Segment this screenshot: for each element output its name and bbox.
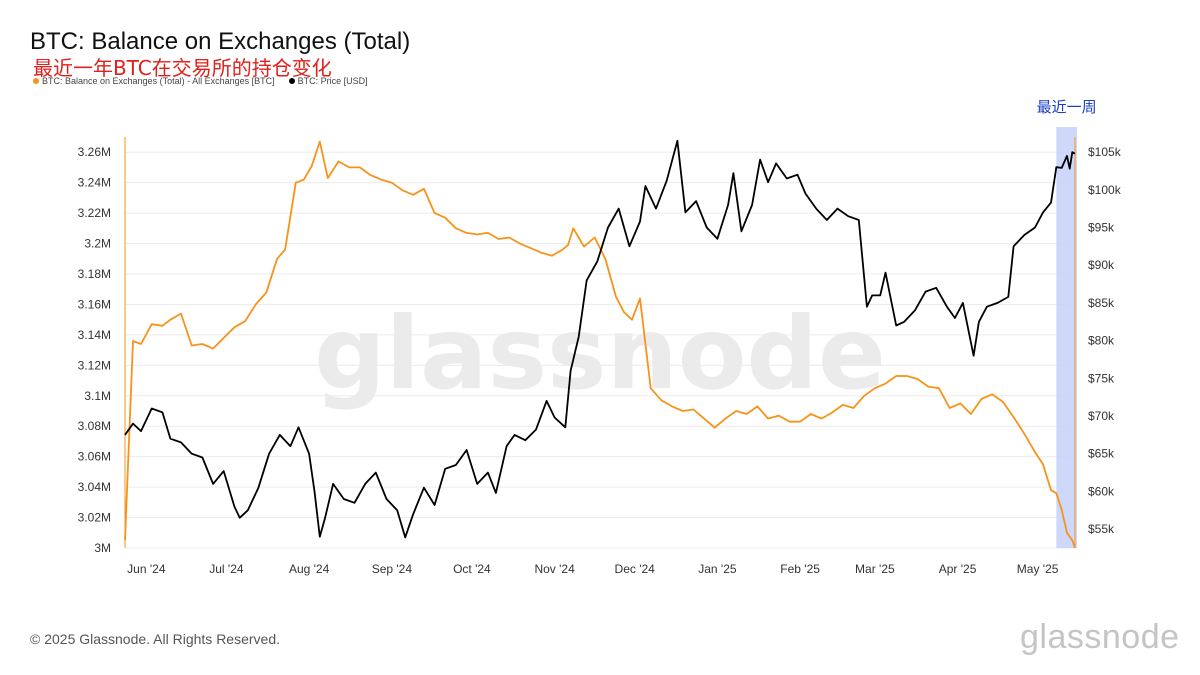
right-axis-ticks: $55k $60k $65k $70k $75k $80k $85k $90k $95k $100… xyxy=(1088,145,1122,536)
left-tick-label: 3.14M xyxy=(78,328,111,342)
left-tick-label: 3.12M xyxy=(78,358,111,372)
highlight-band xyxy=(1056,127,1077,548)
right-tick-label: $95k xyxy=(1088,220,1115,234)
x-tick-label: Jun '24 xyxy=(127,562,166,576)
legend-label-balance: BTC: Balance on Exchanges (Total) - All … xyxy=(42,76,275,86)
legend-dot-balance xyxy=(33,78,39,84)
left-tick-label: 3.04M xyxy=(78,480,111,494)
chart-title: BTC: Balance on Exchanges (Total) xyxy=(30,28,411,55)
x-tick-label: Oct '24 xyxy=(453,562,491,576)
legend-dot-price xyxy=(288,78,295,84)
x-tick-label: Jul '24 xyxy=(209,562,244,576)
right-tick-label: $90k xyxy=(1088,258,1115,272)
right-tick-label: $75k xyxy=(1088,371,1115,385)
x-tick-label: Mar '25 xyxy=(855,562,895,576)
series-lines xyxy=(124,139,1076,549)
left-tick-label: 3.22M xyxy=(78,206,111,220)
x-tick-label: Dec '24 xyxy=(615,562,656,576)
x-tick-label: Sep '24 xyxy=(372,562,413,576)
series-line-balance xyxy=(124,140,1076,549)
legend-item-balance[interactable]: BTC: Balance on Exchanges (Total) - All … xyxy=(33,76,275,86)
left-tick-label: 3.02M xyxy=(78,511,111,525)
copyright-text: © 2025 Glassnode. All Rights Reserved. xyxy=(30,631,281,647)
left-tick-label: 3.2M xyxy=(84,237,111,251)
left-tick-label: 3M xyxy=(94,541,111,555)
left-tick-label: 3.16M xyxy=(78,297,111,311)
right-tick-label: $85k xyxy=(1088,296,1115,310)
x-axis-ticks: Jun '24 Jul '24 Aug '24 Sep '24 Oct '24 Nov '… xyxy=(127,562,1059,576)
right-tick-label: $65k xyxy=(1088,447,1115,461)
left-tick-label: 3.1M xyxy=(84,389,111,403)
x-tick-label: Aug '24 xyxy=(289,562,330,576)
x-tick-label: Feb '25 xyxy=(780,562,820,576)
x-tick-label: May '25 xyxy=(1017,562,1059,576)
brand-logo: glassnode xyxy=(1020,618,1180,656)
legend-item-price[interactable]: BTC: Price [USD] xyxy=(288,76,368,86)
left-axis-ticks: 3M 3.02M 3.04M 3.06M 3.08M 3.1M 3.12M 3.14M 3.16… xyxy=(78,145,111,555)
gridlines xyxy=(125,151,1075,549)
right-tick-label: $60k xyxy=(1088,484,1115,498)
x-tick-label: Nov '24 xyxy=(534,562,575,576)
x-tick-label: Jan '25 xyxy=(698,562,737,576)
legend-label-price: BTC: Price [USD] xyxy=(297,76,368,86)
left-tick-label: 3.08M xyxy=(78,419,111,433)
chart-subtitle: 最近一年BTC在交易所的持仓变化 xyxy=(33,56,332,80)
left-tick-label: 3.06M xyxy=(78,450,111,464)
right-tick-label: $80k xyxy=(1088,334,1115,348)
x-tick-label: Apr '25 xyxy=(939,562,977,576)
right-tick-label: $55k xyxy=(1088,522,1115,536)
left-tick-label: 3.24M xyxy=(78,176,111,190)
watermark: glassnode xyxy=(314,295,886,412)
right-tick-label: $105k xyxy=(1088,145,1122,159)
series-line-price xyxy=(124,139,1076,539)
chart-legend: BTC: Balance on Exchanges (Total) - All … xyxy=(33,76,368,86)
left-tick-label: 3.18M xyxy=(78,267,111,281)
highlight-annotation: 最近一周 xyxy=(1037,98,1097,116)
left-tick-label: 3.26M xyxy=(78,145,111,159)
right-tick-label: $100k xyxy=(1088,183,1122,197)
right-tick-label: $70k xyxy=(1088,409,1115,423)
